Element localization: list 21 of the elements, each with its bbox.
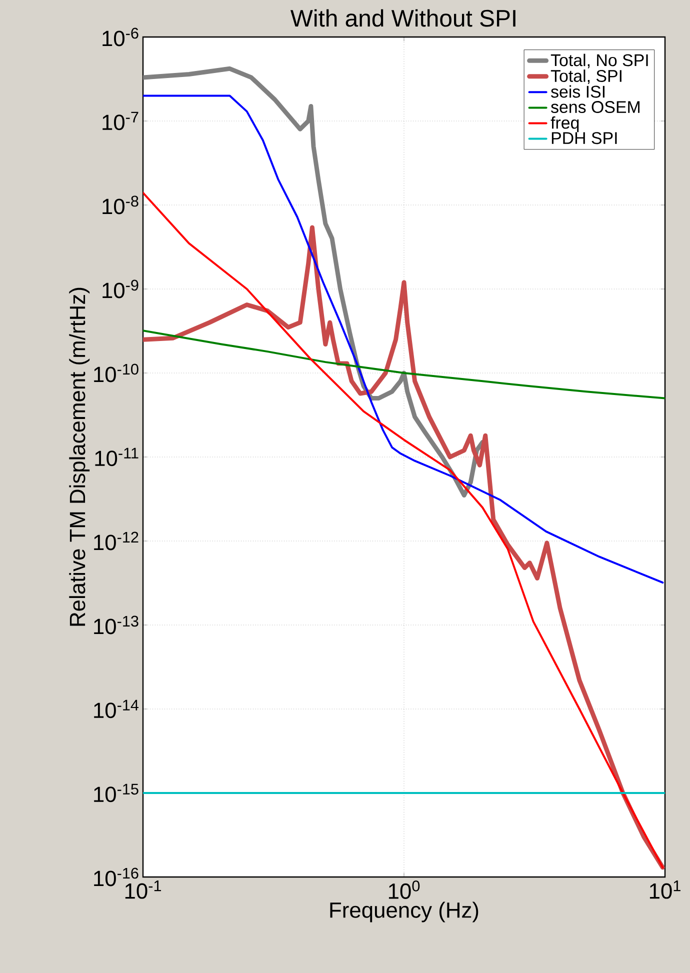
y-tick-label: 10$^{-8}$ [102, 196, 138, 214]
y-axis-title: Relative TM Displacement (m/rtHz) [69, 288, 90, 626]
y-tick-label: 10$^{-13}$ [94, 616, 138, 634]
legend-label: seis ISI [551, 85, 604, 98]
y-tick-label: 10$^{-15}$ [94, 784, 138, 802]
y-tick-label: 10$^{-11}$ [95, 448, 138, 466]
y-tick-label: 10$^{-7}$ [102, 112, 138, 130]
legend-label: freq [550, 116, 579, 132]
y-tick-label: 10$^{-9}$ [102, 280, 138, 298]
y-tick-label: 10$^{-12}$ [94, 532, 138, 550]
y-tick-label: 10$^{-6}$ [102, 28, 138, 46]
legend-label: PDH SPI [552, 132, 617, 144]
legend-label: Total, SPI [550, 70, 622, 84]
y-tick-label: 10$^{-14}$ [94, 700, 139, 718]
legend-label: sens OSEM [551, 101, 640, 114]
x-axis-title: Frequency (Hz) [330, 902, 478, 922]
legend-label: Total, No SPI [550, 54, 648, 68]
x-tick-label: 10$^{1}$ [650, 880, 680, 899]
chart-title: With and Without SPI [290, 9, 516, 27]
y-tick-label: 10$^{-10}$ [94, 364, 138, 382]
x-tick-label: 10$^{0}$ [388, 880, 420, 899]
